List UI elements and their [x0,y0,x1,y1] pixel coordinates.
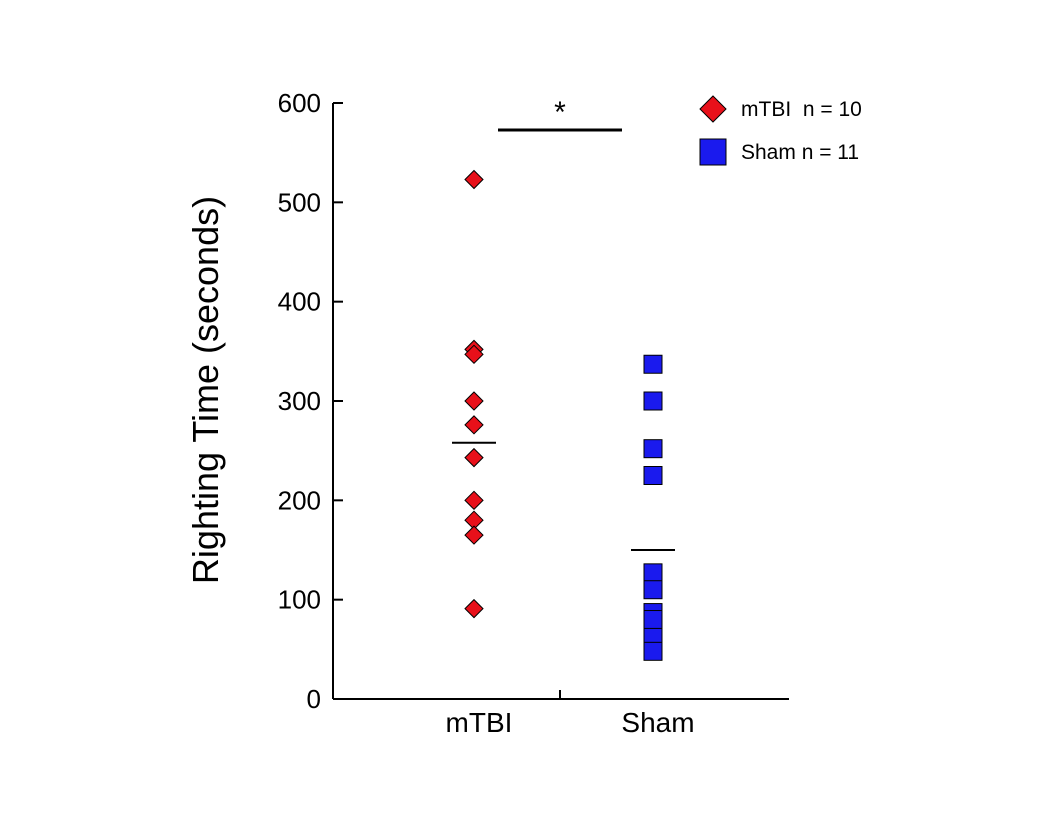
data-points [464,169,663,661]
data-point-sham [643,391,663,411]
x-category-labels: mTBI Sham [446,707,695,738]
legend-marker-square [699,138,727,166]
data-point-sham [643,641,663,661]
data-point-mTBI [464,598,484,619]
y-tick-label: 100 [278,585,321,615]
y-tick-label: 400 [278,287,321,317]
data-point-mTBI [464,525,484,545]
legend: mTBI n = 10 Sham n = 11 [699,95,862,166]
mean-lines [452,441,675,551]
axes [332,103,789,700]
data-point-mTBI [464,415,484,435]
legend-label: Sham n = 11 [741,141,859,164]
y-tick-label: 300 [278,386,321,416]
data-point-mTBI [464,490,484,511]
y-ticks: 0 100 200 300 400 500 600 [278,88,343,714]
significance-star: * [554,96,566,129]
legend-marker-diamond [699,95,727,123]
significance-annotation: * [498,96,622,132]
data-point-sham [643,563,663,583]
y-tick-label: 500 [278,187,321,217]
data-point-mTBI [464,447,484,468]
y-axis-title: Righting Time (seconds) [185,196,226,584]
data-point-mTBI [464,391,484,411]
data-point-sham [643,580,663,600]
data-point-mTBI [464,344,484,365]
data-point-sham [643,439,663,459]
x-category-label: mTBI [446,707,513,738]
x-category-label: Sham [621,707,694,738]
data-point-sham [643,610,663,630]
y-tick-label: 0 [307,684,321,714]
y-tick-label: 600 [278,88,321,118]
data-point-sham [643,466,663,485]
y-tick-label: 200 [278,485,321,515]
data-point-sham [643,354,663,374]
legend-label: mTBI n = 10 [741,98,862,121]
data-point-mTBI [464,169,484,190]
